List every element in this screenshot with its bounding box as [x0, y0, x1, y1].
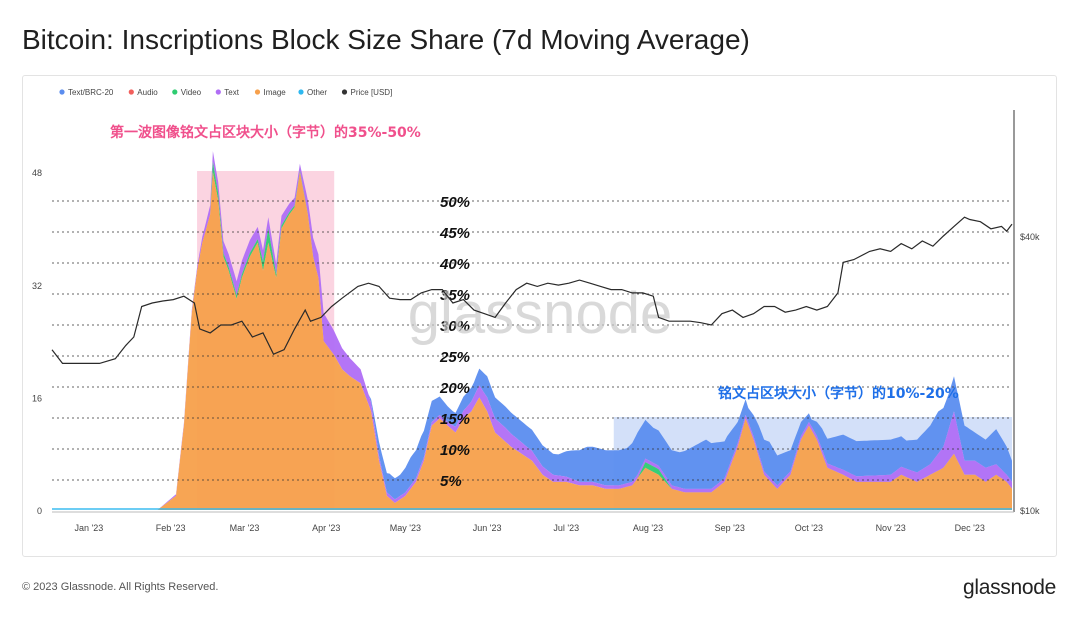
legend-marker: [172, 89, 178, 95]
price-line: [51, 216, 1013, 364]
pct-guide-label: 30%: [440, 318, 470, 335]
legend-marker: [59, 89, 65, 95]
first-wave-annotation: 第一波图像铭文占区块大小（字节）的35%-50%: [110, 124, 421, 141]
x-tick-label: Mar '23: [230, 523, 260, 533]
pct-guide-label: 45%: [439, 225, 470, 242]
legend-label: Price [USD]: [351, 88, 393, 97]
pct-guide-label: 15%: [440, 411, 470, 428]
pct-guide-label: 5%: [440, 473, 462, 490]
legend-label: Text/BRC-20: [68, 88, 114, 97]
x-tick-label: Feb '23: [156, 523, 186, 533]
later-annotation: 铭文占区块大小（字节）的10%-20%: [718, 385, 959, 402]
legend-marker: [254, 89, 261, 95]
pct-guide-label: 25%: [439, 349, 470, 366]
other-area: [52, 508, 1012, 510]
watermark-text: glassnode: [408, 281, 672, 346]
y-right-tick-label: $10k: [1020, 506, 1040, 516]
x-tick-label: Oct '23: [795, 523, 823, 533]
pct-guide-label: 20%: [439, 380, 470, 397]
x-tick-label: May '23: [390, 523, 421, 533]
legend-label: Image: [264, 88, 287, 97]
pct-guide-label: 40%: [439, 256, 470, 273]
y-left-tick-label: 16: [32, 393, 42, 403]
x-tick-label: Apr '23: [312, 523, 340, 533]
text-area: [52, 151, 1012, 510]
copyright-footer: © 2023 Glassnode. All Rights Reserved.: [22, 581, 219, 593]
legend-marker: [341, 89, 348, 95]
legend-label: Video: [181, 88, 202, 97]
y-left-tick-label: 32: [32, 281, 42, 291]
x-tick-label: Aug '23: [633, 523, 663, 533]
x-tick-label: Jan '23: [75, 523, 104, 533]
pct-guide-label: 50%: [440, 194, 470, 211]
x-tick-label: Jun '23: [473, 523, 502, 533]
text-brc20-area: [52, 151, 1012, 510]
page-title: Bitcoin: Inscriptions Block Size Share (…: [22, 24, 750, 55]
legend-marker: [215, 89, 221, 95]
legend-marker: [298, 89, 304, 95]
chart-panel: [22, 75, 1057, 557]
x-tick-label: Nov '23: [876, 523, 906, 533]
x-tick-label: Dec '23: [955, 523, 985, 533]
y-right-tick-label: $40k: [1020, 232, 1040, 242]
legend-label: Other: [307, 88, 327, 97]
y-left-tick-label: 0: [37, 506, 42, 516]
legend-marker: [128, 89, 134, 95]
image-area: [52, 172, 1012, 510]
x-tick-label: Jul '23: [553, 523, 579, 533]
legend-label: Text: [224, 88, 239, 97]
brand-logo: glassnode: [962, 576, 1056, 599]
pct-guide-label: 10%: [440, 442, 470, 459]
y-left-tick-label: 48: [32, 168, 42, 178]
legend-label: Audio: [137, 88, 158, 97]
x-tick-label: Sep '23: [715, 523, 745, 533]
